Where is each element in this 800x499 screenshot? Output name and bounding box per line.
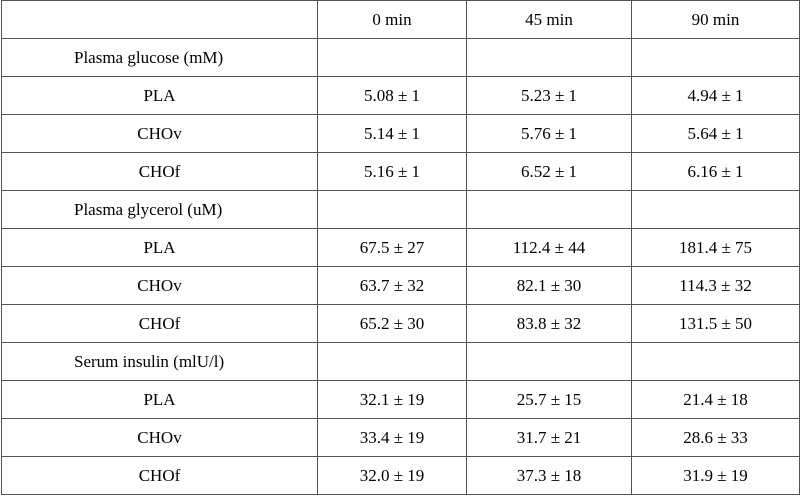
section-empty-cell [466,342,632,381]
value-cell: 83.8 ± 32 [466,304,632,343]
value-cell: 63.7 ± 32 [317,266,467,305]
table-row: CHOf 65.2 ± 30 83.8 ± 32 131.5 ± 50 [1,304,800,343]
value-cell: 5.23 ± 1 [466,76,632,115]
value-cell: 114.3 ± 32 [631,266,800,305]
table-row: PLA 67.5 ± 27 112.4 ± 44 181.4 ± 75 [1,228,800,267]
header-cell-empty [1,0,318,39]
section-empty-cell [466,38,632,77]
value-cell: 82.1 ± 30 [466,266,632,305]
group-label: CHOf [1,152,318,191]
section-empty-cell [631,342,800,381]
group-label: PLA [1,228,318,267]
group-label: CHOf [1,456,318,495]
group-label: CHOv [1,418,318,457]
section-empty-cell [317,38,467,77]
value-cell: 65.2 ± 30 [317,304,467,343]
header-cell-45-min: 45 min [466,0,632,39]
group-label: CHOv [1,114,318,153]
header-cell-90-min: 90 min [631,0,800,39]
header-cell-0-min: 0 min [317,0,467,39]
value-cell: 31.7 ± 21 [466,418,632,457]
table-row: CHOv 5.14 ± 1 5.76 ± 1 5.64 ± 1 [1,114,800,153]
table-row: PLA 32.1 ± 19 25.7 ± 15 21.4 ± 18 [1,380,800,419]
value-cell: 37.3 ± 18 [466,456,632,495]
table-row: CHOv 33.4 ± 19 31.7 ± 21 28.6 ± 33 [1,418,800,457]
value-cell: 112.4 ± 44 [466,228,632,267]
value-cell: 28.6 ± 33 [631,418,800,457]
value-cell: 5.76 ± 1 [466,114,632,153]
section-row: Plasma glucose (mM) [1,38,800,77]
value-cell: 181.4 ± 75 [631,228,800,267]
section-label: Plasma glycerol (uM) [1,190,318,229]
group-label: PLA [1,380,318,419]
table-row: CHOf 32.0 ± 19 37.3 ± 18 31.9 ± 19 [1,456,800,495]
section-empty-cell [466,190,632,229]
group-label: CHOf [1,304,318,343]
value-cell: 5.14 ± 1 [317,114,467,153]
section-empty-cell [317,190,467,229]
value-cell: 6.52 ± 1 [466,152,632,191]
value-cell: 32.0 ± 19 [317,456,467,495]
section-empty-cell [631,190,800,229]
group-label: PLA [1,76,318,115]
value-cell: 32.1 ± 19 [317,380,467,419]
value-cell: 21.4 ± 18 [631,380,800,419]
section-row: Serum insulin (mlU/l) [1,342,800,381]
value-cell: 25.7 ± 15 [466,380,632,419]
value-cell: 6.16 ± 1 [631,152,800,191]
value-cell: 131.5 ± 50 [631,304,800,343]
value-cell: 67.5 ± 27 [317,228,467,267]
table-row: CHOv 63.7 ± 32 82.1 ± 30 114.3 ± 32 [1,266,800,305]
section-label: Serum insulin (mlU/l) [1,342,318,381]
section-empty-cell [317,342,467,381]
value-cell: 5.16 ± 1 [317,152,467,191]
value-cell: 5.08 ± 1 [317,76,467,115]
table-row: CHOf 5.16 ± 1 6.52 ± 1 6.16 ± 1 [1,152,800,191]
value-cell: 31.9 ± 19 [631,456,800,495]
table-row: PLA 5.08 ± 1 5.23 ± 1 4.94 ± 1 [1,76,800,115]
header-row: 0 min 45 min 90 min [1,0,800,39]
value-cell: 5.64 ± 1 [631,114,800,153]
value-cell: 4.94 ± 1 [631,76,800,115]
group-label: CHOv [1,266,318,305]
section-empty-cell [631,38,800,77]
value-cell: 33.4 ± 19 [317,418,467,457]
section-row: Plasma glycerol (uM) [1,190,800,229]
section-label: Plasma glucose (mM) [1,38,318,77]
